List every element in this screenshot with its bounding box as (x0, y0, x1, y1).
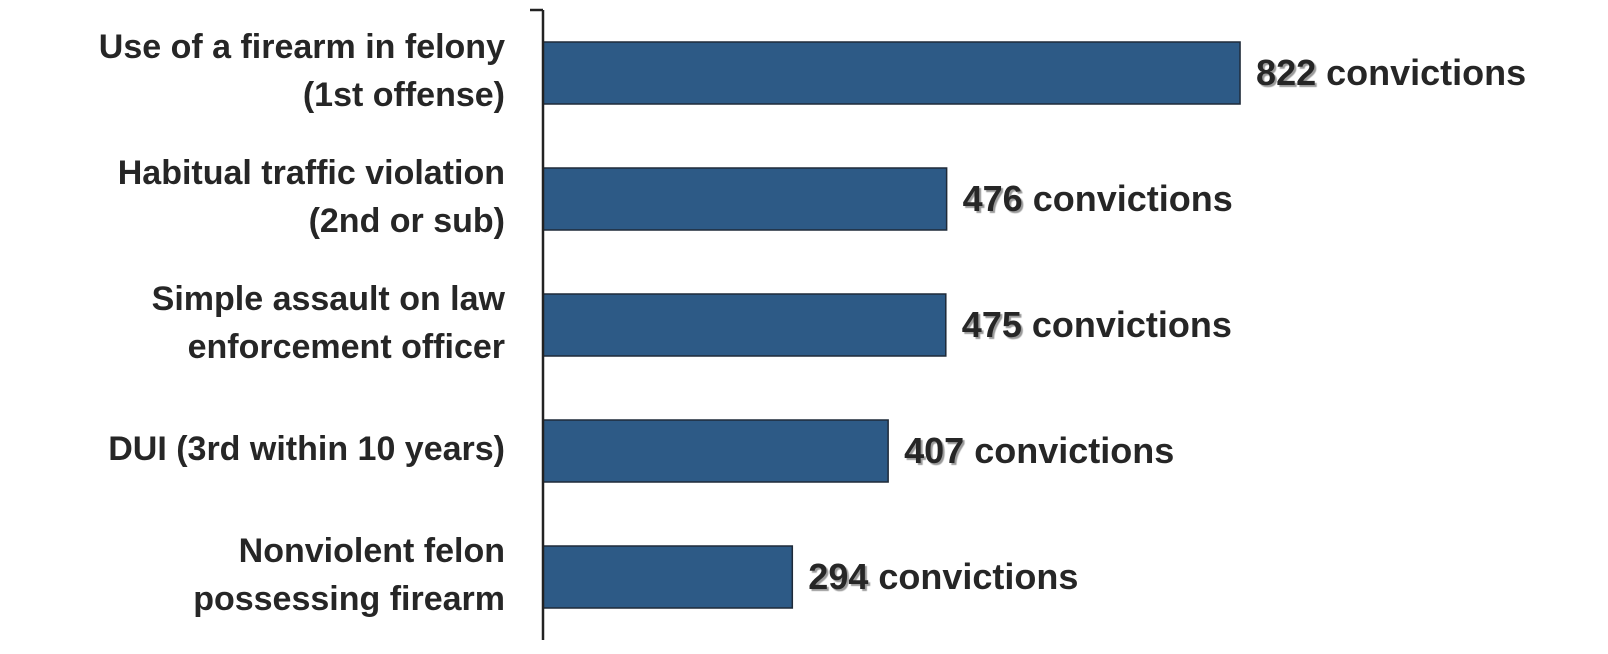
bar (542, 293, 947, 357)
category-label: Use of a firearm in felony (1st offense) (99, 28, 505, 114)
bar (542, 419, 889, 483)
category-label: Nonviolent felon possessing firearm (193, 532, 505, 618)
category-label: DUI (3rd within 10 years) (108, 430, 505, 468)
bar (542, 545, 794, 609)
category-label: Simple assault on law enforcement officer (152, 280, 506, 366)
category-label: Habitual traffic violation (2nd or sub) (118, 154, 505, 240)
value-label: 407 convictions (904, 430, 1174, 471)
bar (542, 41, 1241, 105)
value-label: 294 convictions (808, 556, 1078, 597)
value-label: 475 convictions (962, 304, 1232, 345)
value-label: 822 convictions (1256, 52, 1526, 93)
bar (542, 167, 948, 231)
value-label: 476 convictions (963, 178, 1233, 219)
